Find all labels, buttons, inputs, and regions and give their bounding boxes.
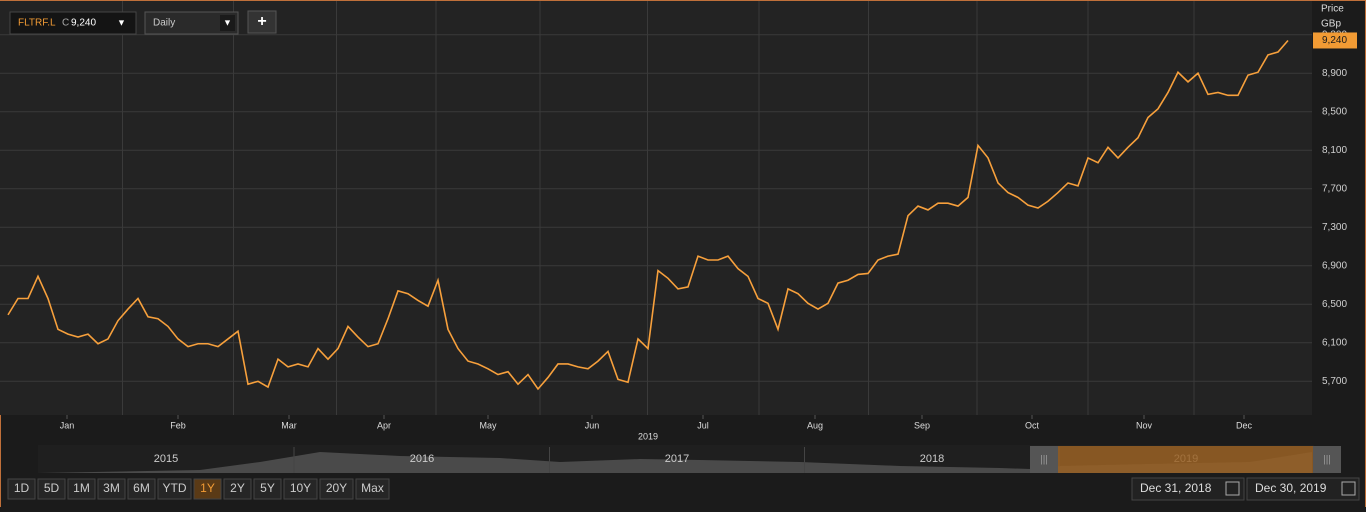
y-tick-label: 8,900 <box>1322 68 1347 79</box>
add-icon: + <box>257 13 266 30</box>
range-button[interactable] <box>355 478 390 500</box>
y-tick-label: 5,700 <box>1322 376 1347 387</box>
y-tick-label: 8,100 <box>1322 145 1347 156</box>
range-label: 20Y <box>326 481 347 495</box>
x-tick-label: Feb <box>170 420 186 430</box>
range-label: 2Y <box>230 481 245 495</box>
range-button[interactable] <box>37 478 66 500</box>
range-label: 1D <box>14 481 30 495</box>
x-tick-label: Jul <box>697 420 709 430</box>
y-axis-unit: GBp <box>1321 19 1341 30</box>
last-price-box <box>1313 32 1357 49</box>
frame-top <box>0 0 1366 1</box>
x-tick-label: Sep <box>914 420 930 430</box>
interval-box[interactable] <box>144 11 239 35</box>
ticker: FLTRF.L <box>18 18 56 29</box>
plot: 5,700 6,100 6,500 6,900 7,300 7,700 8,100 8,500… <box>7 29 1357 441</box>
range-label: 10Y <box>290 481 311 495</box>
navigator-handle[interactable] <box>1313 446 1341 473</box>
range-button[interactable] <box>127 478 156 500</box>
grid <box>0 1 1312 415</box>
range-label: 3M <box>103 481 120 495</box>
x-tick-label: Jan <box>60 420 75 430</box>
calendar-icon[interactable] <box>1341 481 1356 496</box>
calendar-icon[interactable] <box>1225 481 1240 496</box>
dropdown-arrow: ▼ <box>117 17 126 27</box>
x-tick-label: Dec <box>1236 420 1253 430</box>
navigator-year: 2017 <box>665 453 689 465</box>
range-label: Max <box>361 481 384 495</box>
x-tick-label: Jun <box>585 420 600 430</box>
navigator-year: 2018 <box>920 453 944 465</box>
x-tick-label: Oct <box>1025 420 1040 430</box>
navigator-area <box>38 452 1312 473</box>
last-price-label: 9,240 <box>1322 35 1347 46</box>
interval: Daily <box>153 18 175 29</box>
start-date: Dec 31, 2018 <box>1140 481 1212 495</box>
range-button[interactable] <box>97 478 126 500</box>
y-tick-label: 7,300 <box>1322 222 1347 233</box>
end-date: Dec 30, 2019 <box>1255 481 1327 495</box>
ticker-box[interactable] <box>9 11 137 35</box>
y-tick-label: 8,500 <box>1322 106 1347 117</box>
x-tick-label: May <box>479 420 497 430</box>
price-line <box>7 39 1289 391</box>
dropdown-arrow: ▼ <box>223 17 232 27</box>
x-tick-label: Aug <box>807 420 823 430</box>
handle-grip: ||| <box>1323 455 1331 466</box>
close-prefix: C <box>62 18 69 29</box>
range-button[interactable] <box>283 478 318 500</box>
range-button[interactable] <box>319 478 354 500</box>
x-tick-label: Apr <box>377 420 391 430</box>
y-tick-label: 6,900 <box>1322 260 1347 271</box>
x-tick-label: Nov <box>1136 420 1153 430</box>
y-tick-label: 7,700 <box>1322 183 1347 194</box>
range-label: 5D <box>44 481 60 495</box>
start-date-box[interactable] <box>1131 477 1245 501</box>
y-tick-label: 6,100 <box>1322 337 1347 348</box>
year-label: 2019 <box>638 431 658 441</box>
handle-grip: ||| <box>1040 455 1048 466</box>
end-date-box[interactable] <box>1246 477 1360 501</box>
navigator-selection[interactable] <box>1058 446 1313 473</box>
range-label: YTD <box>163 481 187 495</box>
range-button[interactable] <box>253 478 282 500</box>
range-label: 5Y <box>260 481 275 495</box>
navigator-handle[interactable] <box>1030 446 1058 473</box>
dropdown-button <box>220 15 235 31</box>
x-tick-label: Mar <box>281 420 297 430</box>
close-value: 9,240 <box>71 18 96 29</box>
range-label: 6M <box>133 481 150 495</box>
range-button[interactable] <box>223 478 252 500</box>
plot-area <box>0 1 1312 415</box>
range-button[interactable] <box>67 478 96 500</box>
range-buttons: 1D 5D 1M 3M 6M YTD 1Y 2Y 5Y 10Y 20Y Max <box>7 478 390 500</box>
range-button[interactable] <box>7 478 36 500</box>
y-axis-label: Price <box>1321 4 1344 15</box>
y-tick-label: 6,500 <box>1322 299 1347 310</box>
add-button[interactable] <box>247 10 277 34</box>
navigator-year: 2015 <box>154 453 178 465</box>
range-label: 1Y <box>200 481 215 495</box>
range-button[interactable] <box>193 478 222 500</box>
range-button[interactable] <box>157 478 192 500</box>
navigator-year: 2016 <box>410 453 434 465</box>
range-label: 1M <box>73 481 90 495</box>
